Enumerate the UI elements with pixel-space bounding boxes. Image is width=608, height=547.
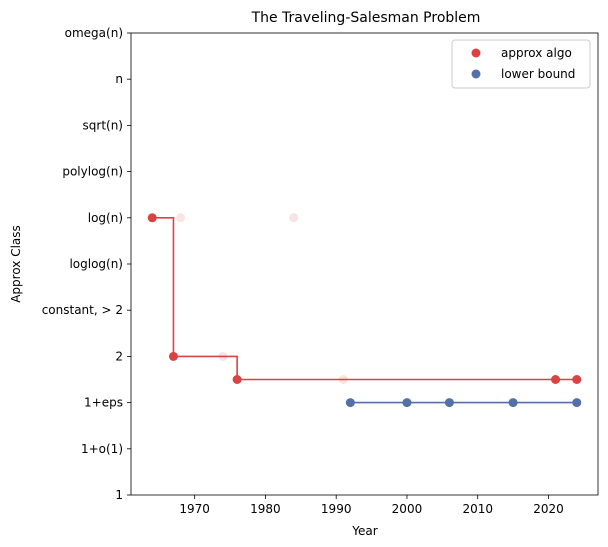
y-tick-label-sqrt-n: sqrt(n) — [83, 118, 123, 132]
x-tick-label-2010: 2010 — [462, 502, 493, 516]
lower-bound-point — [572, 398, 582, 408]
x-tick-label-2020: 2020 — [533, 502, 564, 516]
approx-algo-point — [572, 375, 582, 384]
y-tick-label-polylog-n: polylog(n) — [62, 165, 123, 179]
y-tick-label-log-n: log(n) — [88, 211, 123, 225]
y-tick-label-constant-2: constant, > 2 — [42, 303, 123, 317]
approx-algo-faded-point — [176, 213, 186, 223]
x-axis-label: Year — [351, 524, 377, 538]
y-tick-label-loglog-n: loglog(n) — [69, 257, 123, 271]
y-tick-label-omega-n: omega(n) — [65, 26, 123, 40]
approx-algo-point — [232, 375, 242, 384]
approx-algo-step-line — [152, 217, 577, 381]
legend-marker-approx-algo — [471, 48, 481, 58]
y-tick-label-1: 1 — [115, 488, 123, 502]
lower-bound-point — [402, 398, 412, 408]
legend-label-approx-algo: approx algo — [501, 46, 572, 60]
x-tick-label-1980: 1980 — [250, 502, 281, 516]
legend-label-lower-bound: lower bound — [501, 67, 575, 81]
y-tick-label-n: n — [115, 72, 123, 86]
chart-title: The Traveling-Salesman Problem — [251, 10, 481, 26]
legend-box — [451, 39, 591, 89]
legend: approx algo lower bound — [451, 39, 591, 89]
approx-algo-point — [147, 213, 157, 223]
legend-marker-lower-bound — [471, 69, 481, 79]
y-tick-label-2: 2 — [115, 349, 123, 363]
y-axis-label: Approx Class — [9, 225, 23, 303]
lower-bound-point — [444, 398, 454, 408]
lower-bound-point — [508, 398, 518, 408]
y-tick-label-1-o-1: 1+o(1) — [81, 442, 123, 456]
x-tick-label-1990: 1990 — [321, 502, 352, 516]
plot-area — [147, 213, 582, 408]
approx-algo-faded-point — [289, 213, 299, 223]
x-axis-ticks: 1970 1980 1990 2000 2010 2020 — [179, 495, 564, 516]
x-tick-label-1970: 1970 — [179, 502, 210, 516]
approx-algo-point — [168, 351, 178, 361]
x-tick-label-2000: 2000 — [392, 502, 423, 516]
axes-frame — [130, 32, 599, 496]
lower-bound-point — [345, 398, 355, 408]
approx-algo-point — [551, 375, 561, 384]
y-axis-ticks: 1 1+o(1) 1+eps 2 constant, > 2 loglog(n) log(n… — [42, 26, 131, 502]
y-tick-label-1-eps: 1+eps — [84, 396, 123, 410]
